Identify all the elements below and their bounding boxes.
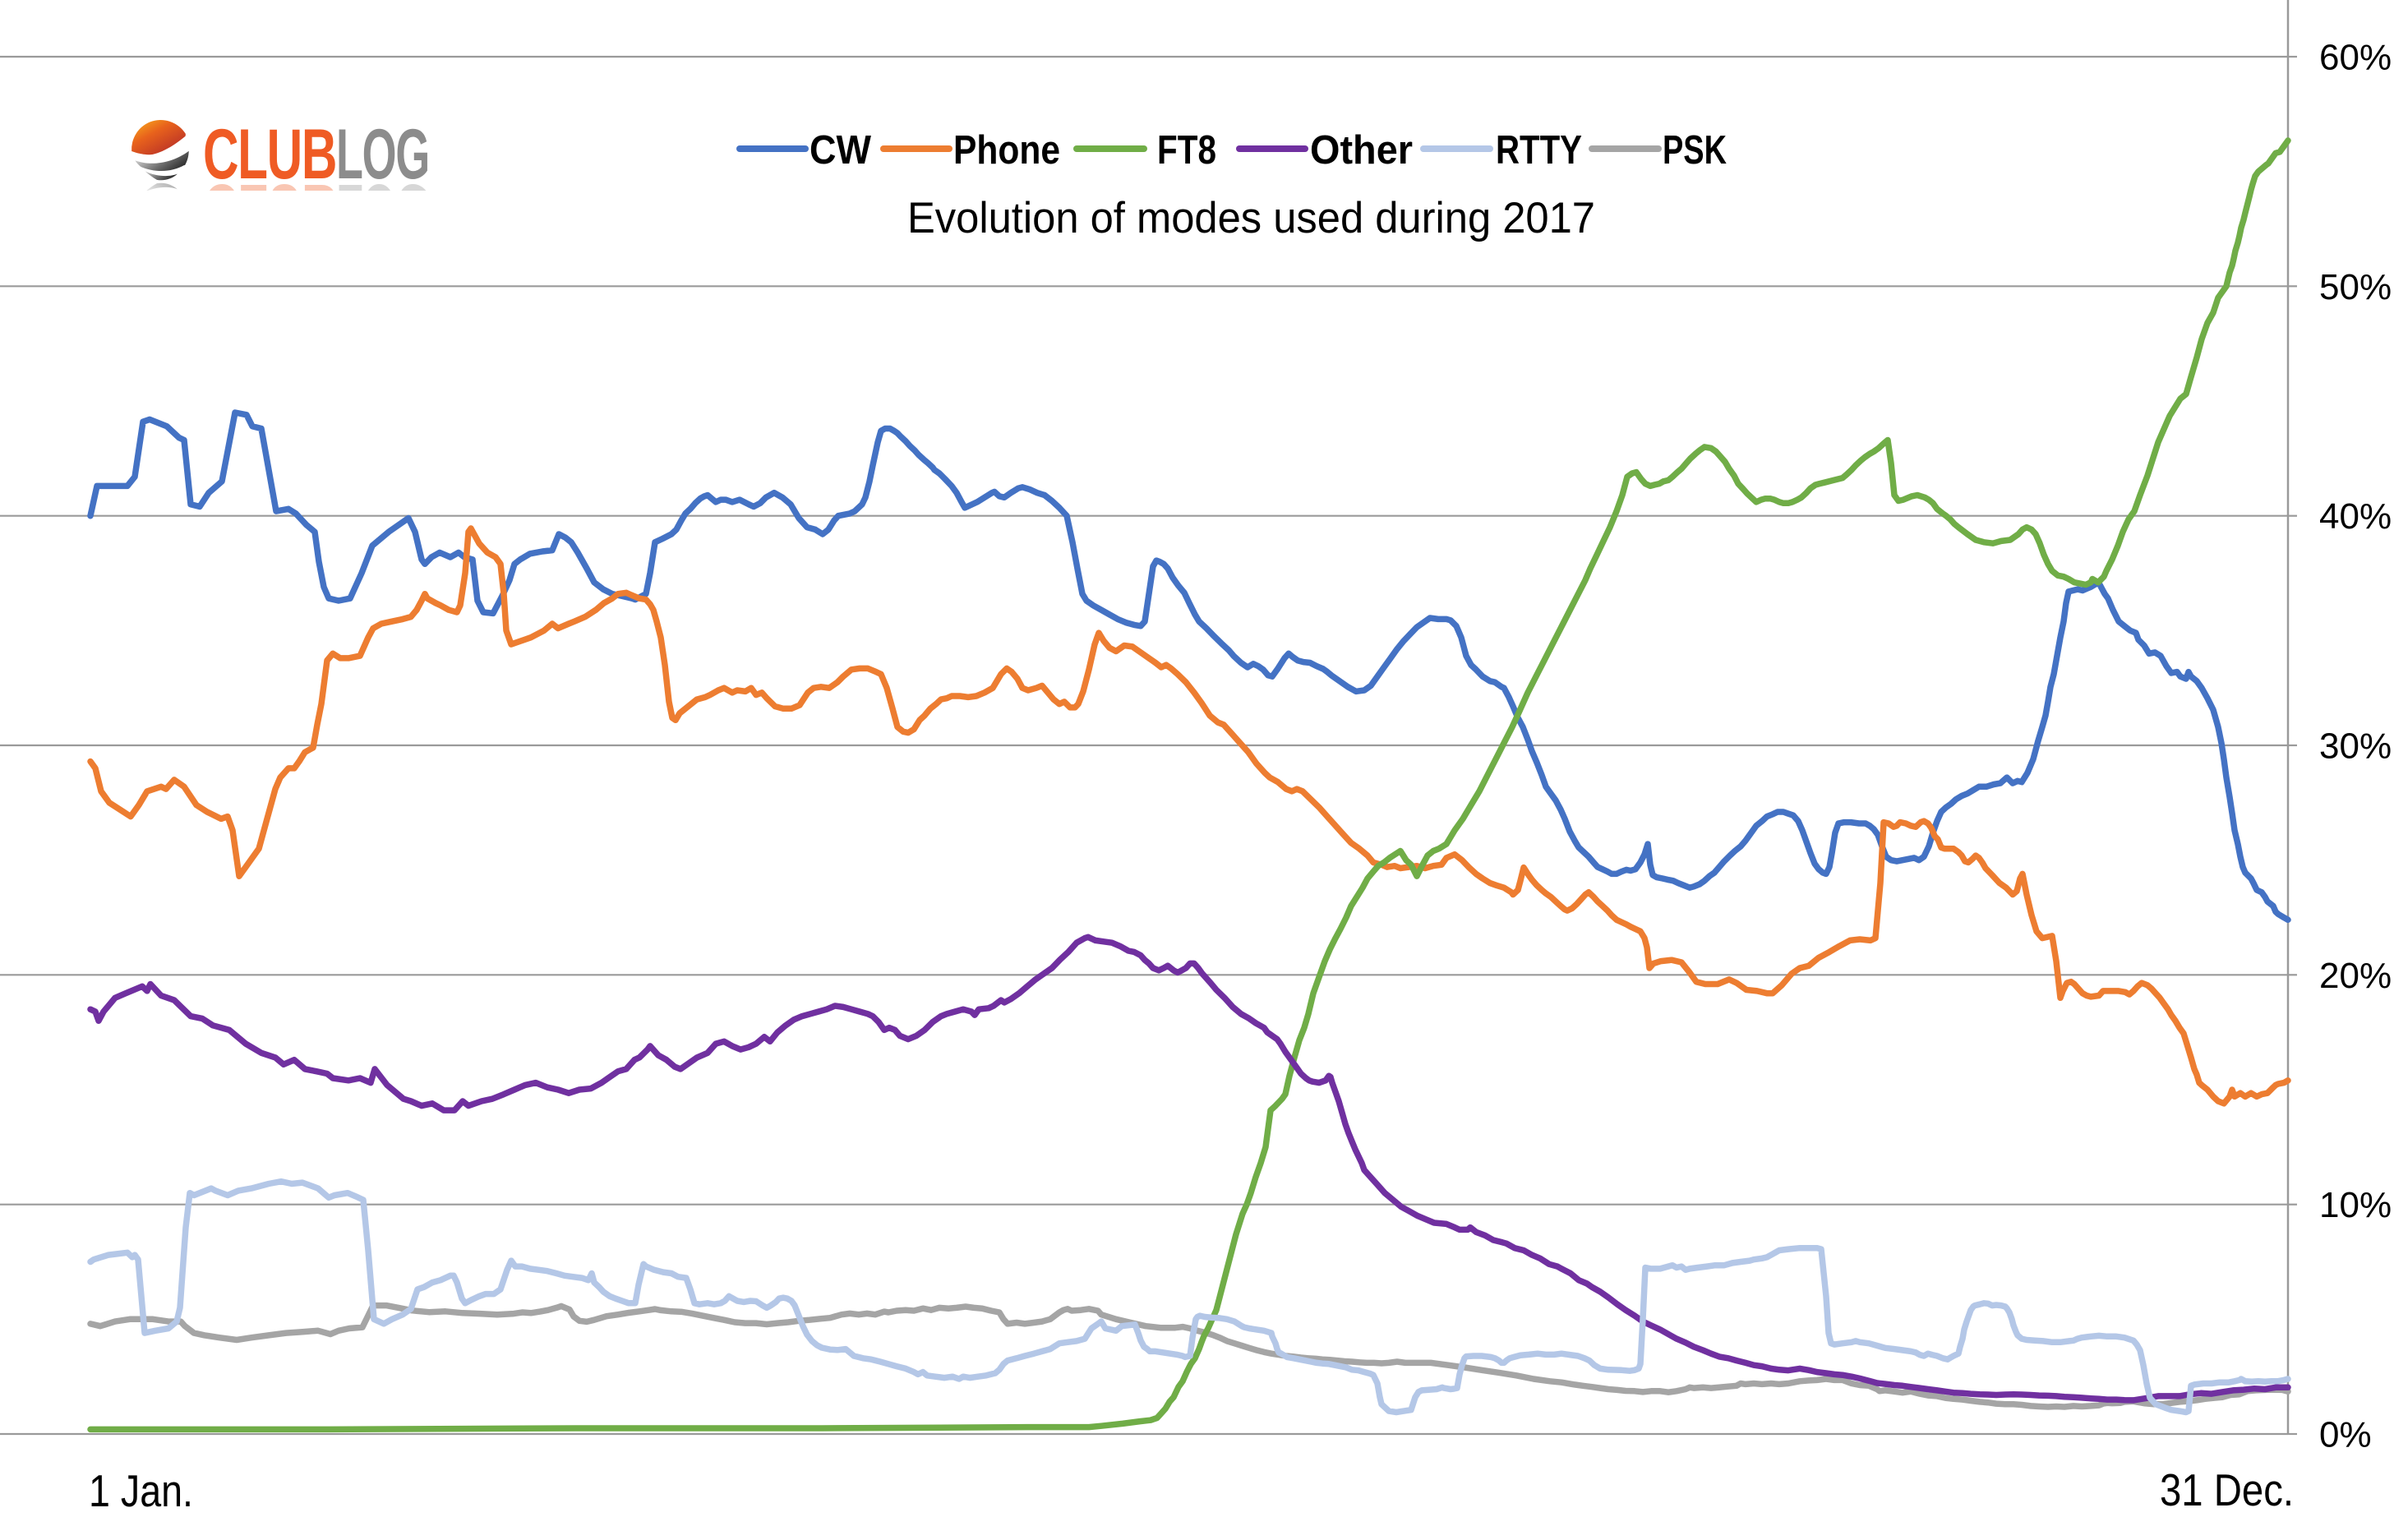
svg-text:20%: 20% xyxy=(2319,956,2392,996)
svg-text:Evolution of modes used during: Evolution of modes used during 2017 xyxy=(907,194,1595,242)
svg-text:Other: Other xyxy=(1310,128,1413,173)
svg-text:31 Dec.: 31 Dec. xyxy=(2160,1464,2294,1515)
svg-text:40%: 40% xyxy=(2319,496,2392,537)
svg-text:PSK: PSK xyxy=(1663,128,1727,173)
svg-text:0%: 0% xyxy=(2319,1415,2372,1455)
svg-text:CW: CW xyxy=(810,128,872,173)
svg-text:Phone: Phone xyxy=(953,128,1060,173)
svg-text:FT8: FT8 xyxy=(1157,128,1216,173)
svg-text:30%: 30% xyxy=(2319,726,2392,767)
svg-text:1 Jan.: 1 Jan. xyxy=(89,1465,193,1516)
svg-text:RTTY: RTTY xyxy=(1496,128,1582,173)
svg-text:10%: 10% xyxy=(2319,1185,2392,1225)
svg-text:50%: 50% xyxy=(2319,267,2392,307)
svg-text:60%: 60% xyxy=(2319,38,2392,78)
